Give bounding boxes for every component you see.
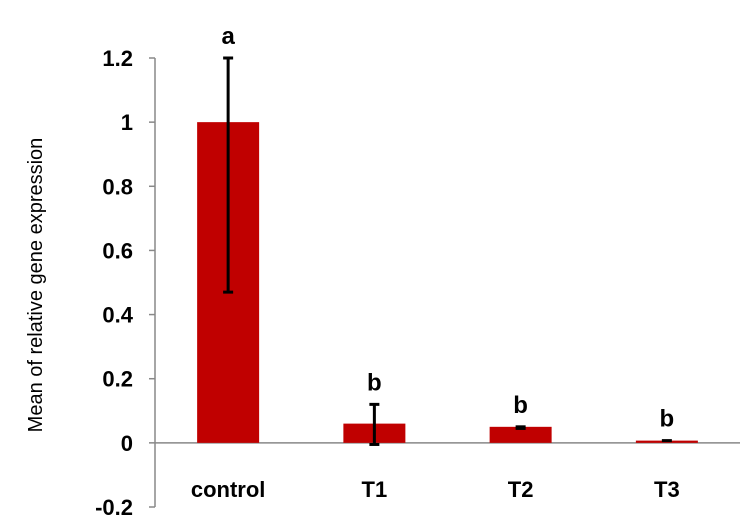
x-tick-label-control: control <box>191 477 266 502</box>
significance-letter-control: a <box>221 23 235 50</box>
y-tick-label: 0.8 <box>102 174 133 199</box>
y-tick-label: -0.2 <box>95 495 133 518</box>
y-tick-label: 0.2 <box>102 367 133 392</box>
significance-letter-T2: b <box>513 392 528 419</box>
x-tick-label-T1: T1 <box>362 477 388 502</box>
x-tick-label-T3: T3 <box>654 477 680 502</box>
y-axis-label: Mean of relative gene expression <box>25 138 47 433</box>
significance-letter-T1: b <box>367 369 382 396</box>
y-tick-label: 0 <box>121 431 133 456</box>
x-tick-label-T2: T2 <box>508 477 534 502</box>
significance-letter-T3: b <box>660 406 675 433</box>
y-tick-label: 0.6 <box>102 238 133 263</box>
bar-T2 <box>489 426 552 443</box>
y-tick-label: 1.2 <box>102 46 133 71</box>
plot-area: -0.2 0 0.2 0.4 0.6 0.8 1 1.2 a control b T1 b T2 b T3 <box>95 23 740 518</box>
y-tick-label: 1 <box>121 110 133 135</box>
y-tick-label: 0.4 <box>102 303 133 328</box>
